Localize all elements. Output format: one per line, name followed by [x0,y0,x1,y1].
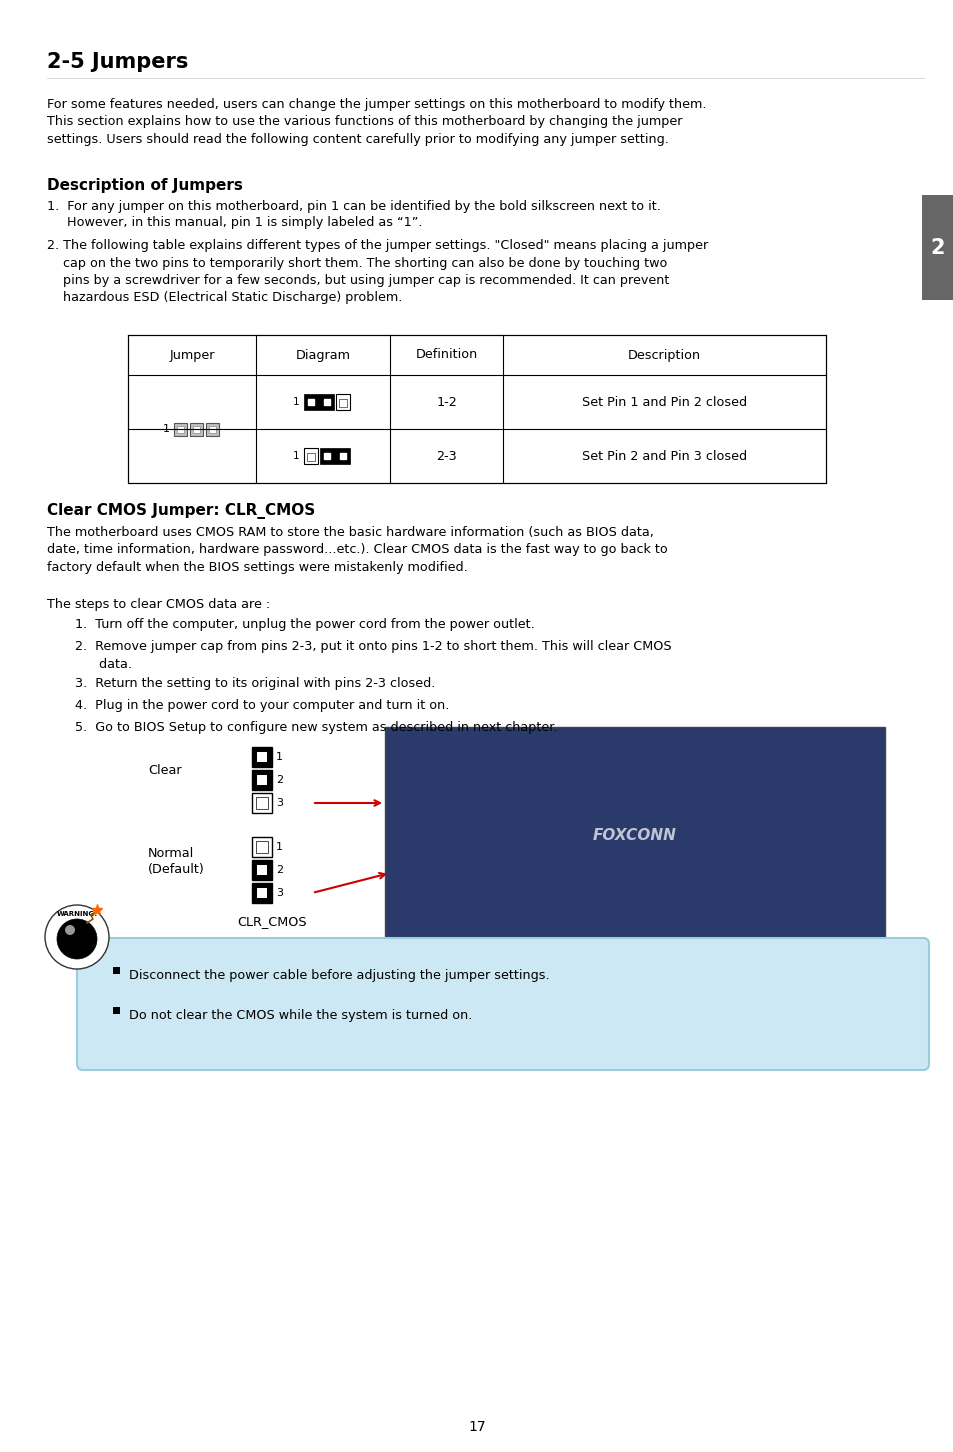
Text: Set Pin 2 and Pin 3 closed: Set Pin 2 and Pin 3 closed [581,450,746,463]
Text: 1.  Turn off the computer, unplug the power cord from the power outlet.: 1. Turn off the computer, unplug the pow… [75,619,535,632]
Bar [515,745,615,772]
Text: 1: 1 [275,842,283,852]
Bar [335,393,350,409]
Text: However, in this manual, pin 1 is simply labeled as “1”.: However, in this manual, pin 1 is simply… [47,216,422,229]
Bar [252,860,272,880]
Bar [256,752,267,762]
Bar [307,453,314,460]
Bar [210,425,216,433]
Text: FOXCONN: FOXCONN [593,829,677,844]
Bar [256,889,267,897]
Bar [395,860,495,887]
Bar [252,883,272,903]
Text: Do not clear the CMOS while the system is turned on.: Do not clear the CMOS while the system i… [129,1009,472,1022]
Bar [252,836,272,857]
Text: 1.  For any jumper on this motherboard, pin 1 can be identified by the bold silk: 1. For any jumper on this motherboard, p… [47,200,660,213]
Bar [635,820,734,849]
Bar [395,745,495,772]
Text: Clear CMOS Jumper: CLR_CMOS: Clear CMOS Jumper: CLR_CMOS [47,502,314,518]
Text: 17: 17 [468,1420,485,1435]
Bar [754,897,854,925]
Bar [338,399,347,407]
Circle shape [65,925,75,935]
Bar [754,745,854,772]
FancyBboxPatch shape [77,938,928,1070]
Bar [319,449,350,465]
Bar [255,797,268,809]
Text: Disconnect the power cable before adjusting the jumper settings.: Disconnect the power cable before adjust… [129,968,549,982]
Text: The motherboard uses CMOS RAM to store the basic hardware information (such as B: The motherboard uses CMOS RAM to store t… [47,526,667,574]
Text: 2.  Remove jumper cap from pins 2-3, put it onto pins 1-2 to short them. This wi: 2. Remove jumper cap from pins 2-3, put … [75,640,671,671]
Bar [395,832,564,849]
Bar [515,820,615,849]
Bar [191,423,203,436]
Bar [921,195,953,301]
Bar [128,335,825,484]
Text: 5.  Go to BIOS Setup to configure new system as described in next chapter.: 5. Go to BIOS Setup to configure new sys… [75,722,557,735]
Text: CLR_CMOS: CLR_CMOS [237,915,307,928]
Bar [304,449,317,465]
Text: WARNING!: WARNING! [56,910,97,918]
Text: 4.  Plug in the power cord to your computer and turn it on.: 4. Plug in the power cord to your comput… [75,698,449,711]
Text: Clear: Clear [148,764,181,777]
Text: 2: 2 [275,775,283,786]
Circle shape [57,919,97,958]
Bar [515,897,615,925]
Bar [395,783,495,812]
Text: 3: 3 [275,799,283,807]
Text: 1: 1 [292,452,298,460]
Text: 1-2: 1-2 [436,395,456,408]
Text: The steps to clear CMOS data are :: The steps to clear CMOS data are : [47,598,270,611]
Text: Normal
(Default): Normal (Default) [148,847,205,876]
Bar [635,860,734,887]
Bar [304,393,334,409]
Text: Jumper: Jumper [169,348,214,362]
Bar [635,897,734,925]
Bar [754,820,854,849]
Bar [395,820,495,849]
Text: 1: 1 [162,424,170,434]
Text: 2-5 Jumpers: 2-5 Jumpers [47,52,188,73]
Text: Set Pin 1 and Pin 2 closed: Set Pin 1 and Pin 2 closed [581,395,746,408]
Bar [252,770,272,790]
Bar [255,841,268,852]
Bar [395,912,564,929]
Bar [174,423,188,436]
Circle shape [45,905,109,968]
Text: Definition: Definition [415,348,477,362]
Bar [395,897,495,925]
Bar [252,746,272,767]
Text: 3.  Return the setting to its original with pins 2-3 closed.: 3. Return the setting to its original wi… [75,677,435,690]
Text: 2. The following table explains different types of the jumper settings. "Closed": 2. The following table explains differen… [47,240,707,305]
Bar [252,793,272,813]
Bar [754,783,854,812]
Bar [515,860,615,887]
Bar [635,783,734,812]
Bar [395,873,564,890]
Text: For some features needed, users can change the jumper settings on this motherboa: For some features needed, users can chan… [47,97,706,147]
Text: 3: 3 [275,889,283,897]
Text: 2: 2 [275,865,283,876]
Text: Description: Description [627,348,700,362]
Bar [206,423,219,436]
Text: 1: 1 [292,396,298,407]
Bar [112,967,120,974]
Bar [635,745,734,772]
Text: 2: 2 [930,238,944,257]
Bar [395,791,564,810]
Bar [256,775,267,786]
Bar [193,425,200,433]
Text: 1: 1 [275,752,283,762]
Bar [256,865,267,876]
Text: Diagram: Diagram [295,348,350,362]
Bar [177,425,184,433]
Bar [385,727,884,945]
Bar [515,783,615,812]
Text: Description of Jumpers: Description of Jumpers [47,179,243,193]
Text: 2-3: 2-3 [436,450,456,463]
Bar [112,1008,120,1013]
Bar [754,860,854,887]
Bar [395,752,564,770]
